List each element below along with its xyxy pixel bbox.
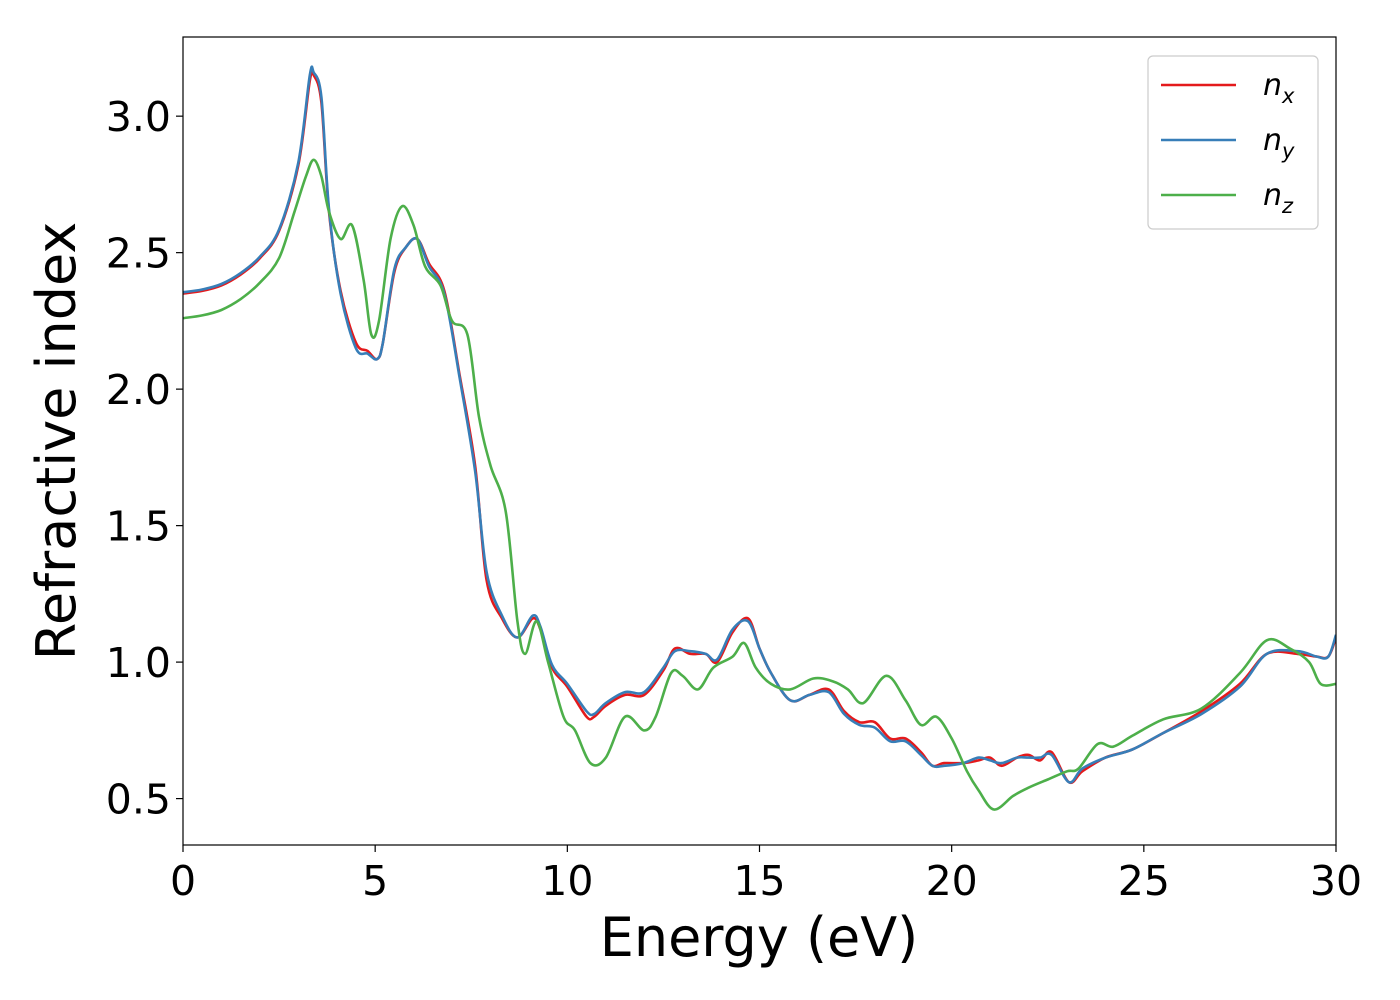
legend-label-base: n xyxy=(1263,123,1282,158)
legend-label-subscript: x xyxy=(1281,84,1295,108)
legend-label-subscript: y xyxy=(1281,139,1295,163)
legend-label-ny: ny xyxy=(1263,123,1295,163)
y-tick-label: 2.0 xyxy=(106,366,171,414)
y-tick-label: 1.0 xyxy=(106,639,171,687)
x-tick-label: 25 xyxy=(1118,857,1170,905)
series-line-ny xyxy=(183,65,1336,784)
x-axis-title: Energy (eV) xyxy=(600,906,919,969)
y-axis-title: Refractive index xyxy=(25,222,88,661)
legend-box xyxy=(1147,55,1319,230)
legend-label-base: n xyxy=(1263,178,1282,213)
x-tick-label: 10 xyxy=(541,857,593,905)
x-tick-label: 20 xyxy=(926,857,978,905)
series-line-nz xyxy=(183,158,1336,811)
legend-label-nz: nz xyxy=(1263,178,1294,218)
x-tick-label: 0 xyxy=(170,857,196,905)
axis-ticks: 0 5 10 15 20 25 30 0.5 1.0 1.5 2.0 2.5 3.0 xyxy=(106,93,1362,905)
x-tick-label: 5 xyxy=(362,857,388,905)
legend-label-base: n xyxy=(1263,68,1282,103)
x-tick-label: 15 xyxy=(733,857,785,905)
y-tick-label: 3.0 xyxy=(106,93,171,141)
y-tick-label: 0.5 xyxy=(106,776,171,824)
y-tick-label: 2.5 xyxy=(106,230,171,278)
series-lines xyxy=(183,65,1336,811)
x-tick-label: 30 xyxy=(1310,857,1362,905)
y-tick-label: 1.5 xyxy=(106,503,171,551)
legend-label-subscript: z xyxy=(1281,194,1294,218)
legend-label-nx: nx xyxy=(1263,68,1295,108)
